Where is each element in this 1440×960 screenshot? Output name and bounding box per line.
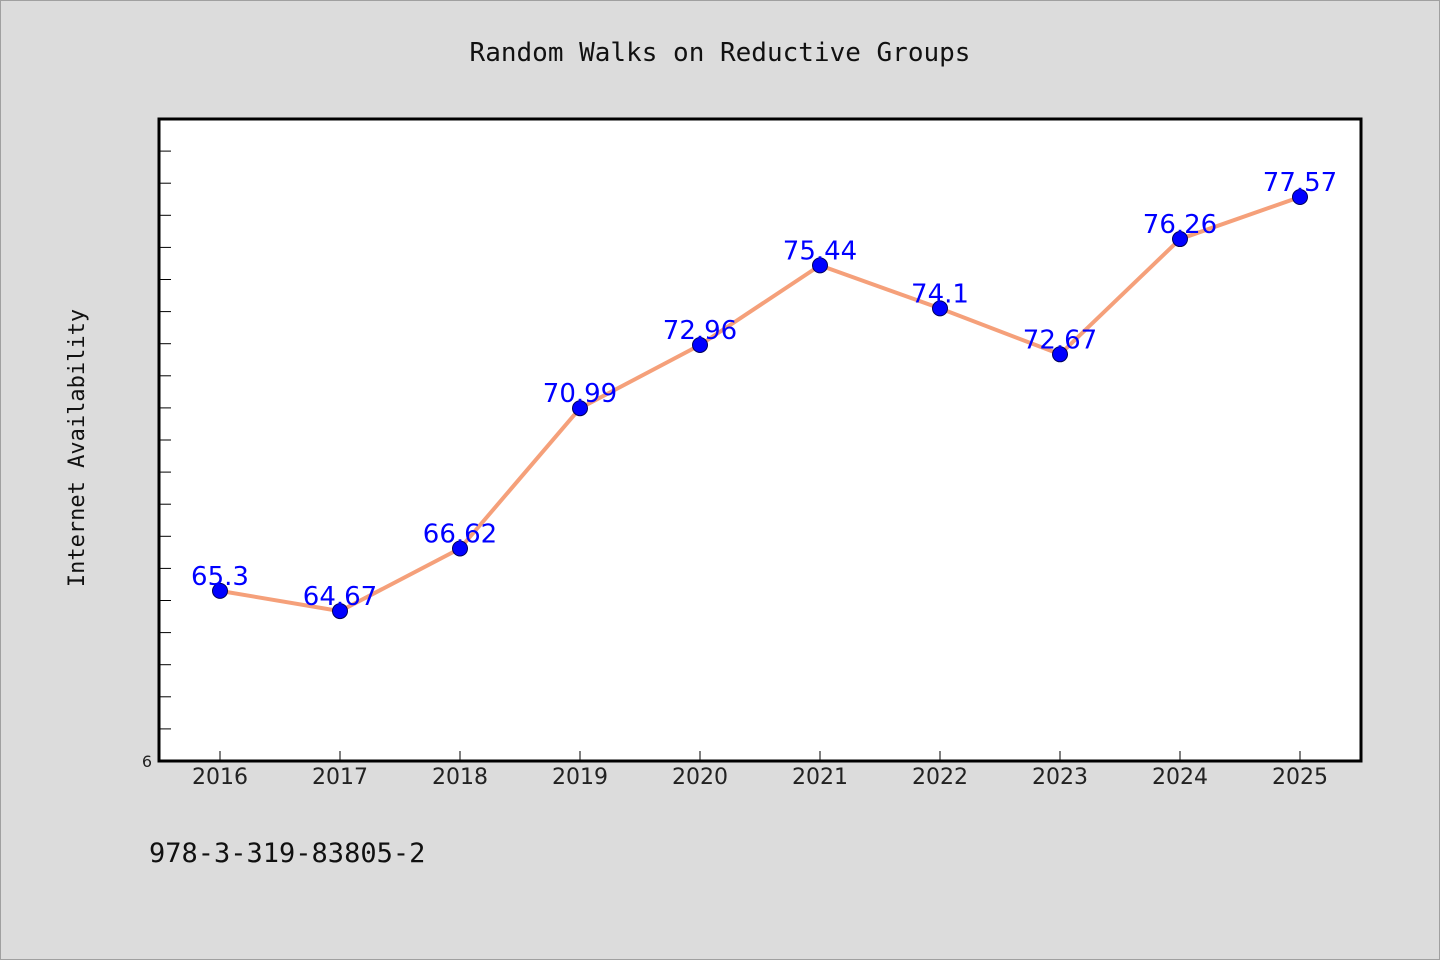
x-tick-label: 2020 — [672, 765, 728, 790]
data-point — [1292, 189, 1308, 206]
x-axis-ticks: 2016 2017 2018 2019 2020 2021 2022 2023 2024 2025 — [192, 751, 1328, 790]
x-tick-label: 2022 — [912, 765, 968, 790]
data-point — [932, 300, 948, 317]
data-label: 65.3 — [191, 562, 249, 592]
data-label: 75.44 — [783, 236, 857, 266]
data-point — [332, 603, 348, 620]
x-tick-label: 2017 — [312, 765, 368, 790]
x-tick-label: 2018 — [432, 765, 488, 790]
data-point — [812, 257, 828, 274]
series-line — [218, 195, 1302, 614]
y-axis-label: Internet Availability — [65, 309, 90, 587]
data-point — [212, 582, 228, 599]
data-label: 72.67 — [1023, 325, 1097, 355]
data-labels-layer: 65.3 64.67 66.62 70.99 72.96 75.44 74.1 72.67 76… — [191, 168, 1337, 612]
x-tick-label: 2024 — [1152, 765, 1208, 790]
x-tick-label: 2025 — [1272, 765, 1328, 790]
data-label: 76.26 — [1143, 210, 1217, 240]
data-label: 66.62 — [423, 519, 497, 549]
series-layer — [212, 189, 1308, 620]
data-point — [692, 336, 708, 353]
y-tick-label: 6 — [142, 752, 152, 771]
x-tick-label: 2023 — [1032, 765, 1088, 790]
x-tick-label: 2021 — [792, 765, 848, 790]
x-tick-label: 2019 — [552, 765, 608, 790]
data-label: 74.1 — [911, 279, 969, 309]
data-label: 64.67 — [303, 582, 377, 612]
data-label: 77.57 — [1263, 168, 1337, 198]
plot-area — [157, 117, 1363, 763]
data-label: 70.99 — [543, 379, 617, 409]
y-axis-ticks: 6 — [142, 150, 171, 771]
data-label: 72.96 — [663, 316, 737, 346]
chart-title: Random Walks on Reductive Groups — [470, 38, 971, 68]
x-tick-label: 2016 — [192, 765, 248, 790]
data-point — [1052, 346, 1068, 363]
data-point — [1172, 231, 1188, 248]
data-point — [572, 400, 588, 417]
data-point — [452, 540, 468, 557]
footer-isbn: 978-3-319-83805-2 — [149, 838, 425, 869]
